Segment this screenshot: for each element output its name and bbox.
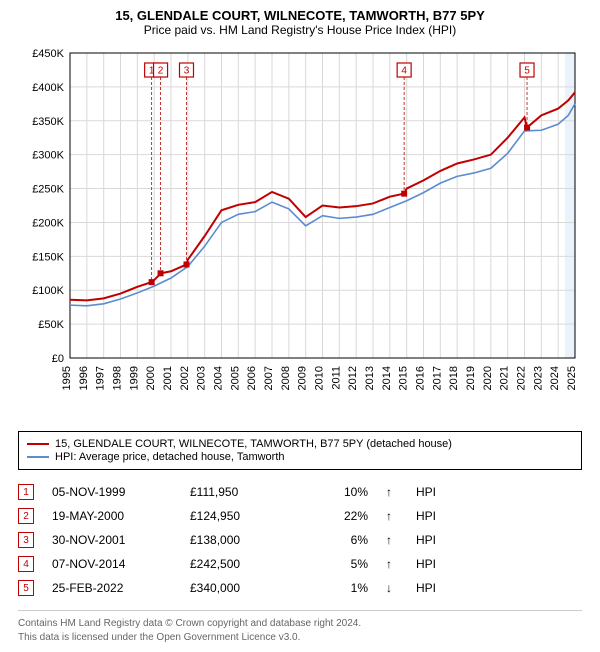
- sale-suffix: HPI: [416, 485, 446, 499]
- svg-text:3: 3: [184, 66, 190, 77]
- svg-text:2002: 2002: [179, 366, 191, 390]
- sales-table: 1 05-NOV-1999 £111,950 10% ↑ HPI 2 19-MAY-2000 £…: [18, 480, 582, 600]
- sale-arrow-icon: ↑: [386, 485, 398, 499]
- svg-text:2008: 2008: [280, 366, 292, 390]
- svg-text:2013: 2013: [364, 366, 376, 390]
- sales-row: 3 30-NOV-2001 £138,000 6% ↑ HPI: [18, 528, 582, 552]
- sale-suffix: HPI: [416, 581, 446, 595]
- sale-price: £242,500: [190, 557, 290, 571]
- sale-arrow-icon: ↑: [386, 557, 398, 571]
- svg-text:2019: 2019: [465, 366, 477, 390]
- footer-line-1: Contains HM Land Registry data © Crown c…: [18, 617, 582, 631]
- svg-text:2023: 2023: [532, 366, 544, 390]
- sales-row: 4 07-NOV-2014 £242,500 5% ↑ HPI: [18, 552, 582, 576]
- svg-text:£50K: £50K: [38, 319, 64, 331]
- svg-text:£300K: £300K: [32, 150, 64, 162]
- legend-label: HPI: Average price, detached house, Tamw…: [55, 451, 285, 463]
- sale-price: £124,950: [190, 509, 290, 523]
- sales-row: 2 19-MAY-2000 £124,950 22% ↑ HPI: [18, 504, 582, 528]
- svg-text:2011: 2011: [330, 366, 342, 390]
- sale-pct: 10%: [308, 485, 368, 499]
- svg-text:2000: 2000: [145, 366, 157, 390]
- sale-pct: 6%: [308, 533, 368, 547]
- sale-pct: 5%: [308, 557, 368, 571]
- sale-marker: 4: [18, 556, 34, 572]
- title-line-2: Price paid vs. HM Land Registry's House …: [8, 23, 592, 37]
- svg-text:1995: 1995: [61, 366, 73, 390]
- svg-text:£400K: £400K: [32, 82, 64, 94]
- svg-text:1998: 1998: [112, 366, 124, 390]
- title-block: 15, GLENDALE COURT, WILNECOTE, TAMWORTH,…: [8, 8, 592, 37]
- sale-arrow-icon: ↓: [386, 581, 398, 595]
- sale-date: 25-FEB-2022: [52, 581, 172, 595]
- title-line-1: 15, GLENDALE COURT, WILNECOTE, TAMWORTH,…: [8, 8, 592, 23]
- svg-text:2020: 2020: [482, 366, 494, 390]
- svg-text:2010: 2010: [314, 366, 326, 390]
- svg-text:2017: 2017: [431, 366, 443, 390]
- sale-price: £138,000: [190, 533, 290, 547]
- sale-date: 07-NOV-2014: [52, 557, 172, 571]
- svg-text:2021: 2021: [499, 366, 511, 390]
- sale-date: 19-MAY-2000: [52, 509, 172, 523]
- svg-text:2025: 2025: [566, 366, 578, 390]
- legend-item: 15, GLENDALE COURT, WILNECOTE, TAMWORTH,…: [27, 438, 573, 450]
- svg-text:1999: 1999: [128, 366, 140, 390]
- svg-text:£100K: £100K: [32, 285, 64, 297]
- legend-swatch: [27, 456, 49, 458]
- sale-suffix: HPI: [416, 533, 446, 547]
- svg-text:£200K: £200K: [32, 217, 64, 229]
- svg-text:5: 5: [524, 66, 530, 77]
- sale-marker: 1: [18, 484, 34, 500]
- price-chart: £0 £50K £100K £150K £200K £250K £300K £350K £400…: [20, 43, 580, 423]
- footer-line-2: This data is licensed under the Open Gov…: [18, 631, 582, 645]
- svg-text:2015: 2015: [398, 366, 410, 390]
- sale-suffix: HPI: [416, 557, 446, 571]
- svg-text:2007: 2007: [263, 366, 275, 390]
- svg-text:2006: 2006: [246, 366, 258, 390]
- sales-row: 1 05-NOV-1999 £111,950 10% ↑ HPI: [18, 480, 582, 504]
- svg-text:£0: £0: [52, 353, 64, 365]
- svg-text:2014: 2014: [381, 366, 393, 390]
- svg-text:2018: 2018: [448, 366, 460, 390]
- sale-date: 30-NOV-2001: [52, 533, 172, 547]
- svg-text:1997: 1997: [95, 366, 107, 390]
- svg-text:4: 4: [401, 66, 407, 77]
- divider: [18, 610, 582, 611]
- svg-text:1996: 1996: [78, 366, 90, 390]
- footer: Contains HM Land Registry data © Crown c…: [18, 617, 582, 644]
- svg-text:2012: 2012: [347, 366, 359, 390]
- sale-arrow-icon: ↑: [386, 533, 398, 547]
- legend-item: HPI: Average price, detached house, Tamw…: [27, 451, 573, 463]
- sale-pct: 22%: [308, 509, 368, 523]
- svg-text:£150K: £150K: [32, 251, 64, 263]
- sale-marker: 3: [18, 532, 34, 548]
- svg-text:2003: 2003: [196, 366, 208, 390]
- sale-arrow-icon: ↑: [386, 509, 398, 523]
- svg-text:2016: 2016: [415, 366, 427, 390]
- legend: 15, GLENDALE COURT, WILNECOTE, TAMWORTH,…: [18, 431, 582, 470]
- svg-text:2024: 2024: [549, 366, 561, 390]
- svg-text:£250K: £250K: [32, 184, 64, 196]
- sale-pct: 1%: [308, 581, 368, 595]
- svg-text:2005: 2005: [229, 366, 241, 390]
- sales-row: 5 25-FEB-2022 £340,000 1% ↓ HPI: [18, 576, 582, 600]
- svg-text:2022: 2022: [516, 366, 528, 390]
- sale-date: 05-NOV-1999: [52, 485, 172, 499]
- svg-text:£450K: £450K: [32, 48, 64, 60]
- sale-price: £111,950: [190, 485, 290, 499]
- svg-text:2004: 2004: [213, 366, 225, 390]
- svg-text:2001: 2001: [162, 366, 174, 390]
- sale-marker: 5: [18, 580, 34, 596]
- sale-marker: 2: [18, 508, 34, 524]
- svg-text:£350K: £350K: [32, 116, 64, 128]
- svg-text:2009: 2009: [297, 366, 309, 390]
- legend-label: 15, GLENDALE COURT, WILNECOTE, TAMWORTH,…: [55, 438, 452, 450]
- legend-swatch: [27, 443, 49, 445]
- svg-text:2: 2: [158, 66, 164, 77]
- sale-suffix: HPI: [416, 509, 446, 523]
- sale-price: £340,000: [190, 581, 290, 595]
